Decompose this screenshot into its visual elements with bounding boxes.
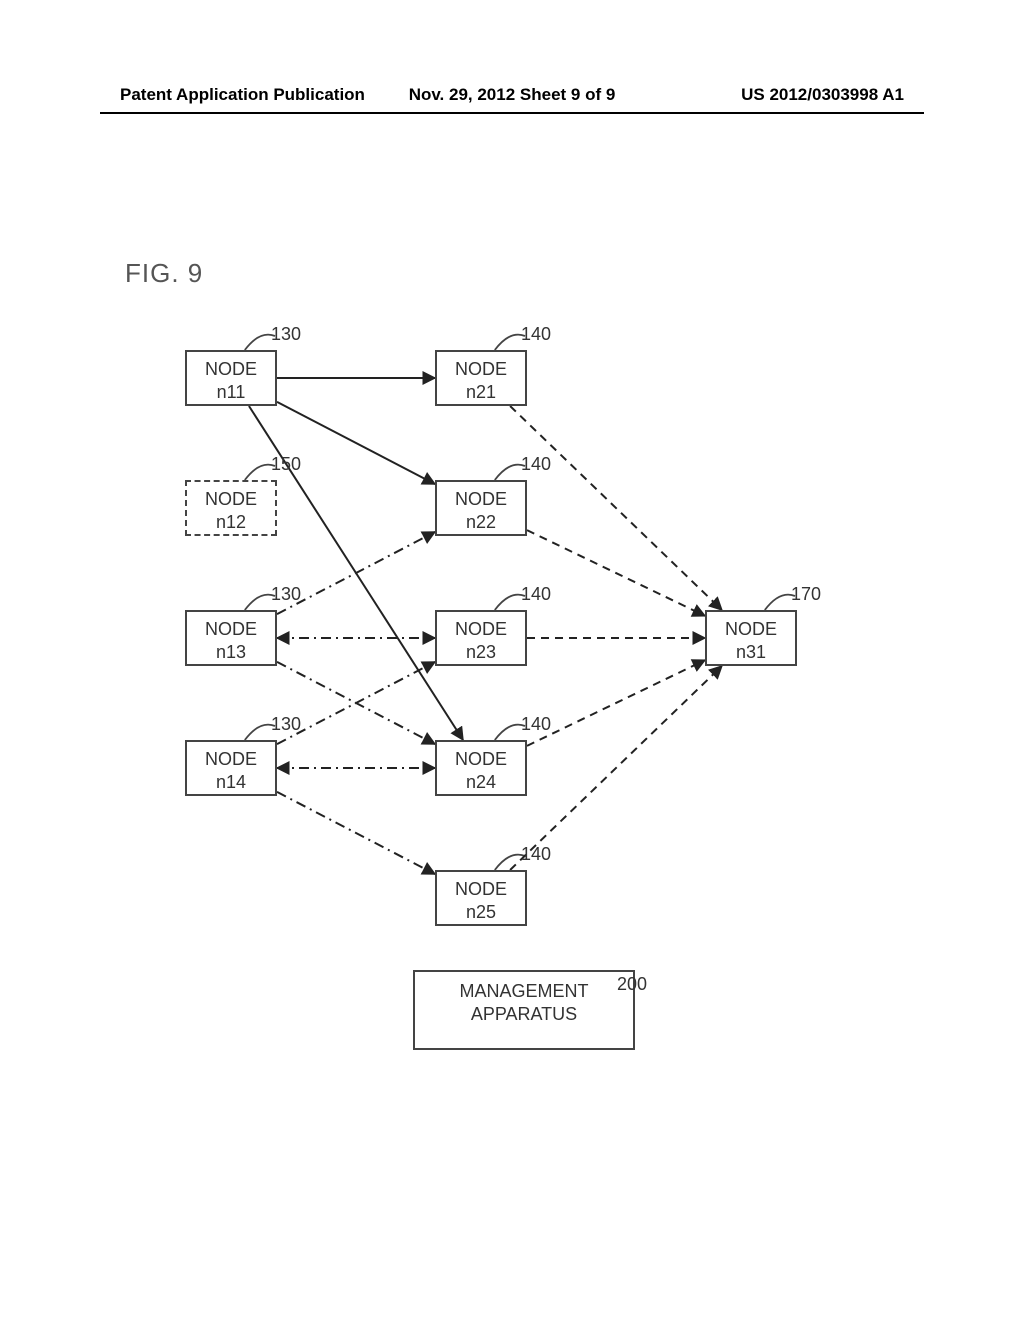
node-label-bottom: n24: [445, 771, 517, 794]
node-label-top: NODE: [445, 488, 517, 511]
header-right: US 2012/0303998 A1: [741, 85, 904, 105]
header-middle: Nov. 29, 2012 Sheet 9 of 9: [409, 85, 616, 105]
edge-n14-n25: [277, 792, 435, 874]
node-label-top: NODE: [445, 748, 517, 771]
node-label-bottom: n25: [445, 901, 517, 924]
node-label-bottom: n12: [195, 511, 267, 534]
node-label-top: NODE: [445, 358, 517, 381]
node-n12: NODEn12: [185, 480, 277, 536]
node-n31: NODEn31: [705, 610, 797, 666]
ref-label-n21: 140: [521, 324, 551, 345]
edge-n21-n31: [510, 406, 722, 610]
ref-label-n11: 130: [271, 324, 301, 345]
ref-label-n24: 140: [521, 714, 551, 735]
management-line2: APPARATUS: [429, 1003, 619, 1026]
node-n11: NODEn11: [185, 350, 277, 406]
node-n14: NODEn14: [185, 740, 277, 796]
ref-label-n12: 150: [271, 454, 301, 475]
node-n22: NODEn22: [435, 480, 527, 536]
edge-n25-n31: [510, 666, 722, 870]
node-label-top: NODE: [715, 618, 787, 641]
node-n21: NODEn21: [435, 350, 527, 406]
node-n25: NODEn25: [435, 870, 527, 926]
node-label-top: NODE: [445, 878, 517, 901]
node-label-top: NODE: [445, 618, 517, 641]
diagram-edges: [125, 310, 905, 1050]
node-label-top: NODE: [195, 358, 267, 381]
node-n23: NODEn23: [435, 610, 527, 666]
node-label-bottom: n31: [715, 641, 787, 664]
ref-label-n31: 170: [791, 584, 821, 605]
node-n24: NODEn24: [435, 740, 527, 796]
edge-n22-n31: [527, 530, 705, 616]
ref-label-n22: 140: [521, 454, 551, 475]
ref-label-n14: 130: [271, 714, 301, 735]
node-label-bottom: n14: [195, 771, 267, 794]
ref-label-management: 200: [617, 974, 647, 995]
page: Patent Application Publication Nov. 29, …: [0, 0, 1024, 1320]
node-label-top: NODE: [195, 488, 267, 511]
network-diagram: NODEn11130NODEn12150NODEn13130NODEn14130…: [125, 310, 905, 1050]
management-line1: MANAGEMENT: [429, 980, 619, 1003]
node-label-bottom: n22: [445, 511, 517, 534]
node-label-bottom: n13: [195, 641, 267, 664]
node-label-top: NODE: [195, 748, 267, 771]
ref-label-n13: 130: [271, 584, 301, 605]
edge-n24-n31: [527, 660, 705, 746]
node-n13: NODEn13: [185, 610, 277, 666]
node-label-bottom: n11: [195, 381, 267, 404]
header-rule: [100, 112, 924, 114]
ref-label-n23: 140: [521, 584, 551, 605]
node-label-bottom: n23: [445, 641, 517, 664]
ref-label-n25: 140: [521, 844, 551, 865]
header-left: Patent Application Publication: [120, 85, 365, 105]
figure-label: FIG. 9: [125, 258, 203, 289]
management-apparatus: MANAGEMENTAPPARATUS: [413, 970, 635, 1050]
node-label-top: NODE: [195, 618, 267, 641]
node-label-bottom: n21: [445, 381, 517, 404]
